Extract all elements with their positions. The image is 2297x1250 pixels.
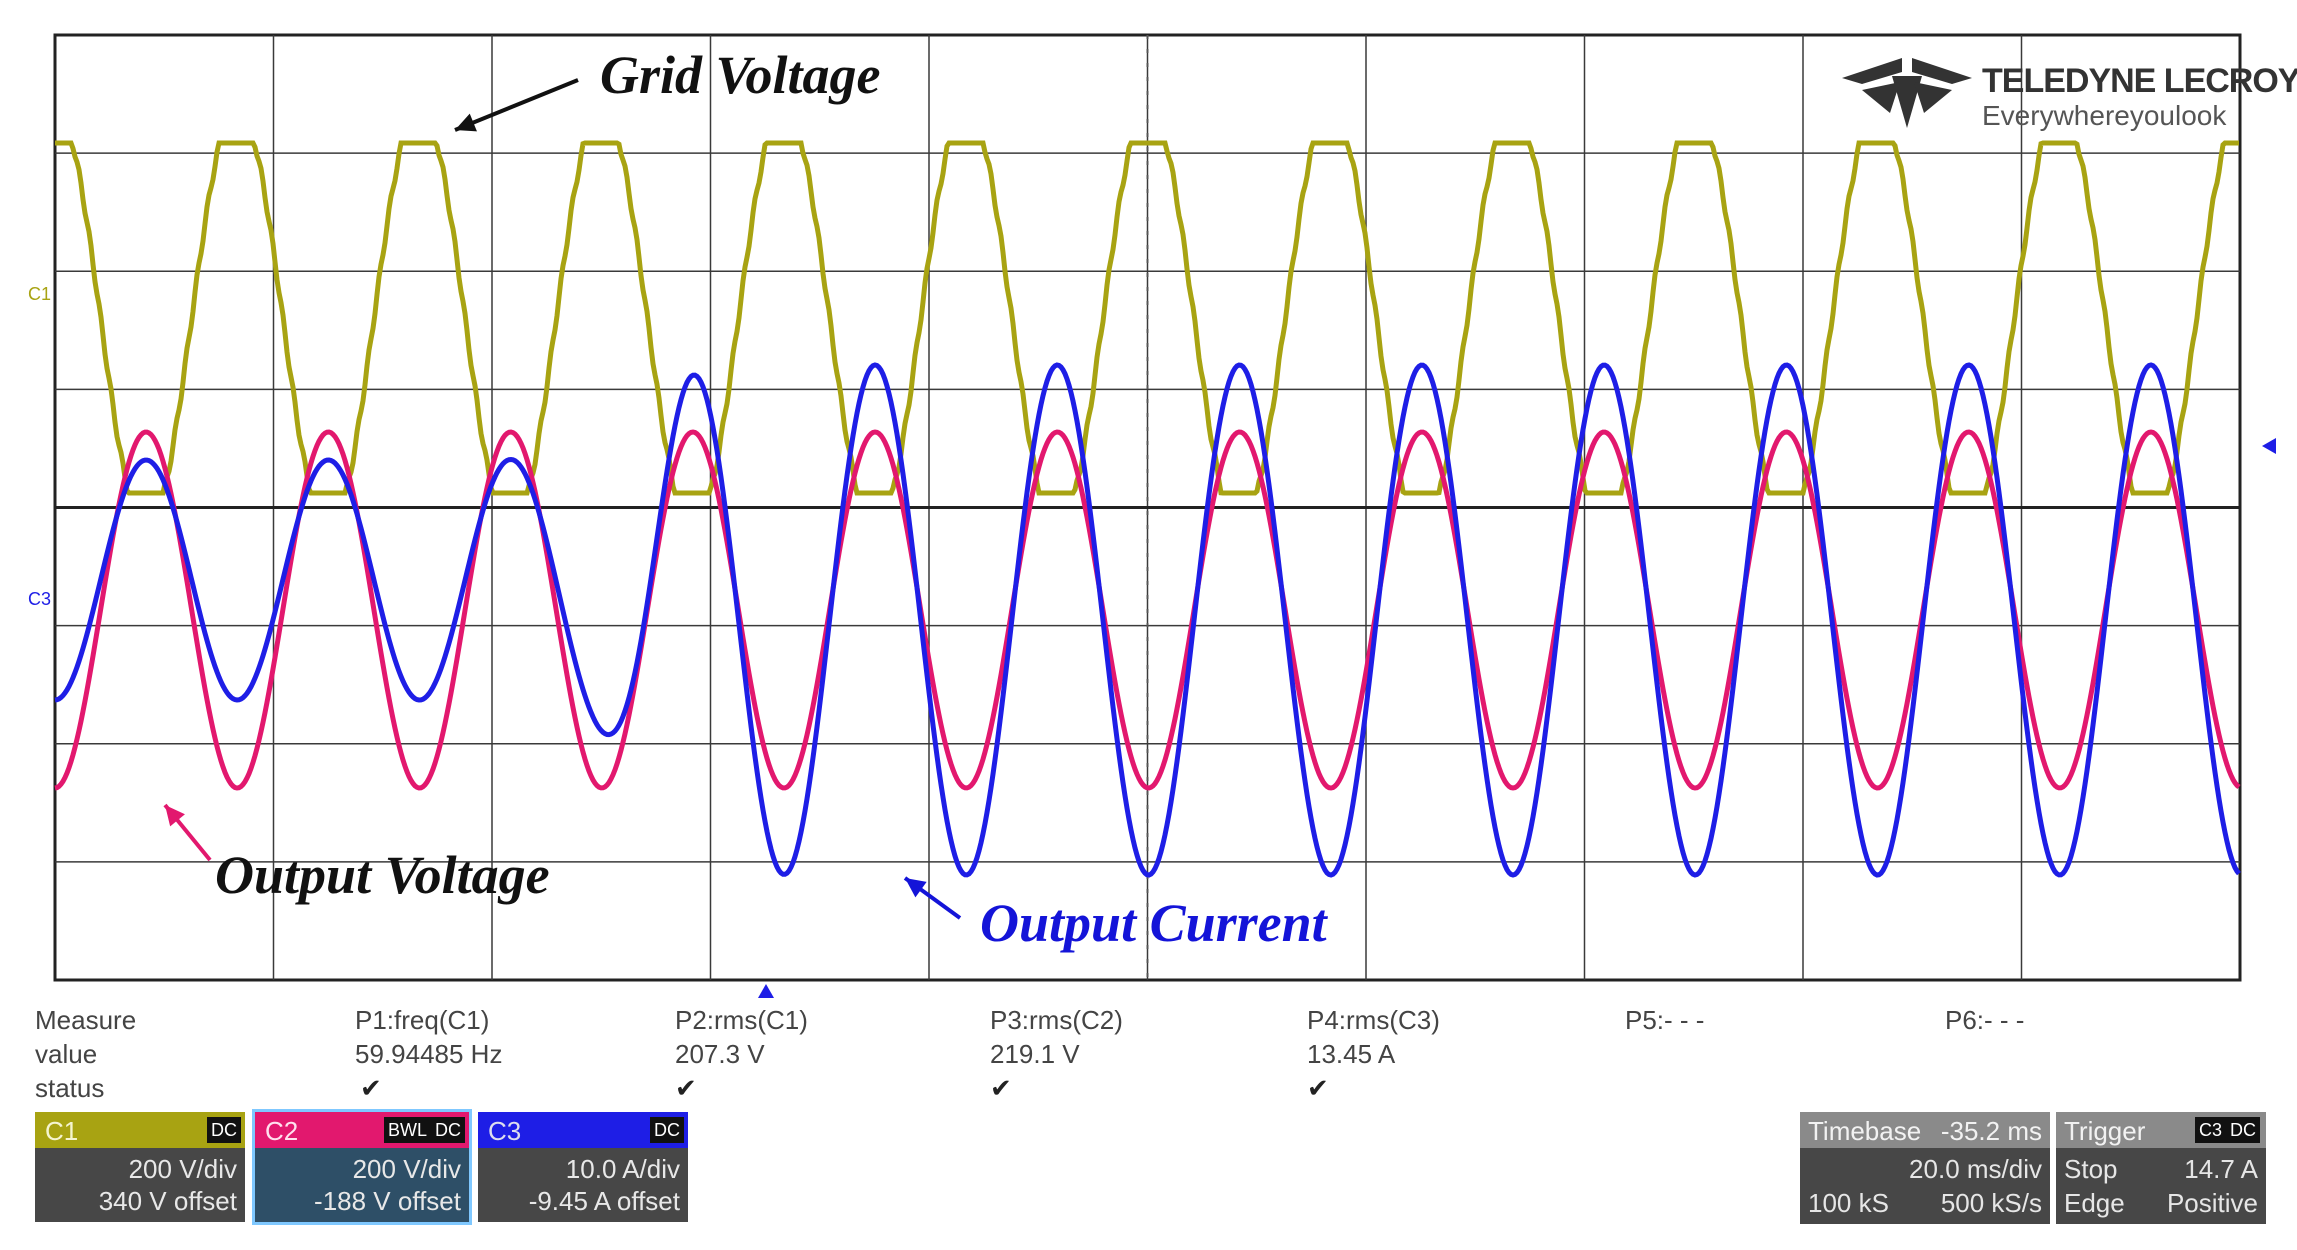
status-p3-check-icon: ✔ [990,1073,1012,1103]
graticule [53,33,2242,982]
trigger-mode: Stop [2064,1154,2118,1184]
trigger-level: 14.7 A [2184,1154,2258,1184]
status-p2-check-icon: ✔ [675,1073,697,1103]
output-current-arrow-head [905,878,927,898]
channel-c2-offset: -188 V offset [314,1186,461,1216]
measure-p3[interactable]: P3:rms(C2) [990,1005,1123,1035]
timebase-rate: 500 kS/s [1940,1188,2042,1218]
timebase-label: Timebase [1808,1116,1922,1146]
channel-marker-c3: C3 [28,589,51,609]
output-voltage-trace [54,429,2241,791]
channel-c2-scale: 200 V/div [352,1154,461,1184]
value-p3: 219.1 V [990,1039,1080,1069]
measure-status-row: status ✔ ✔ ✔ ✔ [35,1073,2260,1105]
output-current-trace [54,362,2241,878]
trigger-type: Edge [2064,1188,2125,1218]
channel-c2-body: 200 V/div -188 V offset [255,1148,469,1222]
timebase-box[interactable]: Timebase -35.2 ms 20.0 ms/div 100 kS 500… [1800,1112,2050,1224]
timebase-samples: 100 kS [1808,1188,1889,1218]
trigger-label: Trigger [2064,1116,2146,1146]
channel-c1-coupling: DC [207,1117,241,1143]
measure-p6[interactable]: P6:- - - [1945,1005,2025,1035]
timebase-per-div: 20.0 ms/div [1909,1154,2042,1184]
status-label: status [35,1073,105,1103]
trigger-coupling: DC [2226,1117,2260,1143]
value-p4: 13.45 A [1307,1039,1396,1069]
trigger-source: C3 [2194,1117,2226,1143]
trigger-box[interactable]: Trigger C3 DC Stop 14.7 A Edge Positive [2056,1112,2266,1224]
trigger-header: Trigger C3 DC [2056,1112,2266,1148]
channel-c1-offset: 340 V offset [98,1186,237,1216]
channel-c1-header: C1 DC [35,1112,245,1148]
measure-p5[interactable]: P5:- - - [1625,1005,1705,1035]
channel-c2-bw: BWL [383,1117,431,1143]
channel-c1-scale: 200 V/div [128,1154,237,1184]
waveform-display: C1 C3 [28,33,2276,998]
timebase-delay: -35.2 ms [1940,1116,2042,1146]
grid-voltage-trace [55,140,2239,496]
measurement-table: Measure P1:freq(C1) P2:rms(C1) P3:rms(C2… [35,1005,2260,1105]
timebase-header: Timebase -35.2 ms [1800,1112,2050,1148]
channel-c3-name: C3 [488,1116,522,1146]
channel-c3-coupling: DC [650,1117,684,1143]
channel-marker-c1: C1 [28,284,51,304]
channel-c3-offset: -9.45 A offset [528,1186,680,1216]
trigger-time-marker-icon [758,984,774,998]
status-p4-check-icon: ✔ [1307,1073,1329,1103]
grid-voltage-arrow-head [455,113,477,132]
logo-name: TELEDYNE LECROY [1982,62,2297,100]
channel-c2-header: C2 BWL DC [255,1112,469,1148]
grid-voltage-label: Grid Voltage [600,45,881,105]
measure-p4[interactable]: P4:rms(C3) [1307,1005,1440,1035]
status-p1-check-icon: ✔ [360,1073,382,1103]
measure-label: Measure [35,1005,137,1035]
output-voltage-arrow-head [165,805,185,827]
channel-c3-body: 10.0 A/div -9.45 A offset [478,1148,688,1222]
logo-tagline: Everywhereyoulook [1982,100,2227,131]
output-current-label: Output Current [980,893,1327,953]
measure-p1[interactable]: P1:freq(C1) [355,1005,490,1035]
trigger-level-marker-icon [2262,438,2276,454]
value-p1: 59.94485 Hz [355,1039,503,1069]
channel-c1-box[interactable]: C1 DC 200 V/div 340 V offset [35,1112,245,1222]
channel-c1-name: C1 [45,1116,79,1146]
traces [54,140,2241,878]
grid-voltage-arrow [454,78,579,132]
channel-c3-box[interactable]: C3 DC 10.0 A/div -9.45 A offset [478,1112,688,1222]
teledyne-logo-icon [1842,58,1972,128]
channel-c1-body: 200 V/div 340 V offset [35,1148,245,1222]
measure-header-row: Measure P1:freq(C1) P2:rms(C1) P3:rms(C2… [35,1005,2260,1037]
channel-c2-coupling: DC [431,1117,465,1143]
channel-c3-scale: 10.0 A/div [565,1154,680,1184]
channel-c2-name: C2 [265,1116,299,1146]
channel-markers: C1 C3 [28,78,2276,998]
value-p2: 207.3 V [675,1039,765,1069]
measure-p2[interactable]: P2:rms(C1) [675,1005,808,1035]
teledyne-lecroy-logo: TELEDYNE LECROY Everywhereyoulook [1842,58,2297,138]
channel-c3-header: C3 DC [478,1112,688,1148]
trigger-slope: Positive [2166,1188,2258,1218]
channel-c2-box[interactable]: C2 BWL DC 200 V/div -188 V offset [252,1109,472,1225]
measure-value-row: value 59.94485 Hz 207.3 V 219.1 V 13.45 … [35,1039,2260,1071]
value-label: value [35,1039,98,1069]
output-voltage-label: Output Voltage [215,845,550,905]
